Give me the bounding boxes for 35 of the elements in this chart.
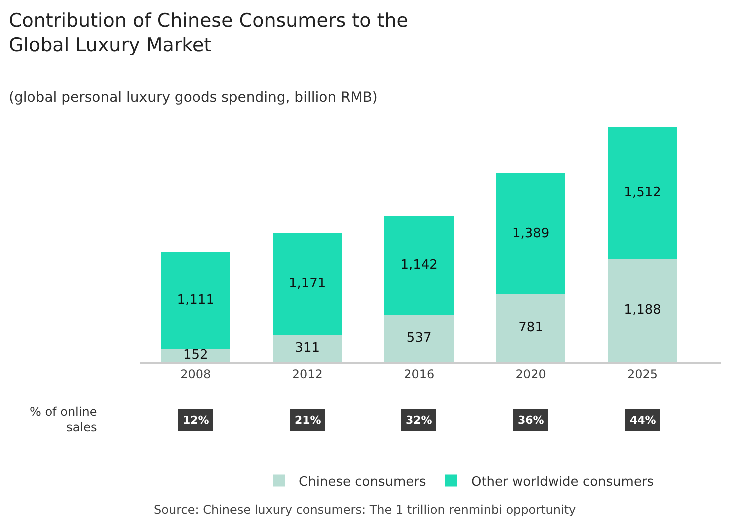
legend-label: Chinese consumers xyxy=(299,474,426,490)
data-label: 781 xyxy=(518,320,544,336)
x-tick-label: 2020 xyxy=(516,367,546,382)
x-tick-label: 2025 xyxy=(628,367,658,382)
x-tick-label: 2012 xyxy=(292,367,323,382)
x-tick-label: 2008 xyxy=(180,367,212,382)
bar xyxy=(496,294,566,362)
text: 32% xyxy=(406,414,432,427)
chart-title: Contribution of Chinese Consumers to the Global Luxury Market xyxy=(9,10,408,57)
bar xyxy=(496,173,566,294)
data-label: 1,389 xyxy=(512,226,550,242)
text: 44% xyxy=(630,414,656,427)
bar xyxy=(384,216,454,316)
data-label: 1,142 xyxy=(400,258,438,274)
source-note: Source: Chinese luxury consumers: The 1 trillion renminbi opportunity xyxy=(154,503,576,517)
text: 36% xyxy=(518,414,544,427)
data-label: 537 xyxy=(406,331,432,346)
bar xyxy=(384,315,454,362)
text: % of online sales xyxy=(30,405,98,435)
data-label: 1,171 xyxy=(288,276,326,292)
text: 21% xyxy=(295,414,322,427)
bar xyxy=(161,252,230,349)
data-label: 1,111 xyxy=(177,293,214,308)
bar xyxy=(272,233,342,335)
data-label: 1,188 xyxy=(624,302,662,318)
x-tick-label: 2016 xyxy=(404,367,435,382)
data-label: 311 xyxy=(295,340,320,356)
data-label: 1,512 xyxy=(624,186,662,201)
bar xyxy=(608,127,678,259)
data-label: 152 xyxy=(183,348,208,363)
legend-label: Other worldwide consumers xyxy=(471,474,654,490)
text: 12% xyxy=(183,414,210,427)
bar xyxy=(272,334,342,362)
bar xyxy=(608,258,678,362)
chart-subtitle: (global personal luxury goods spending, billion RMB) xyxy=(9,90,378,106)
